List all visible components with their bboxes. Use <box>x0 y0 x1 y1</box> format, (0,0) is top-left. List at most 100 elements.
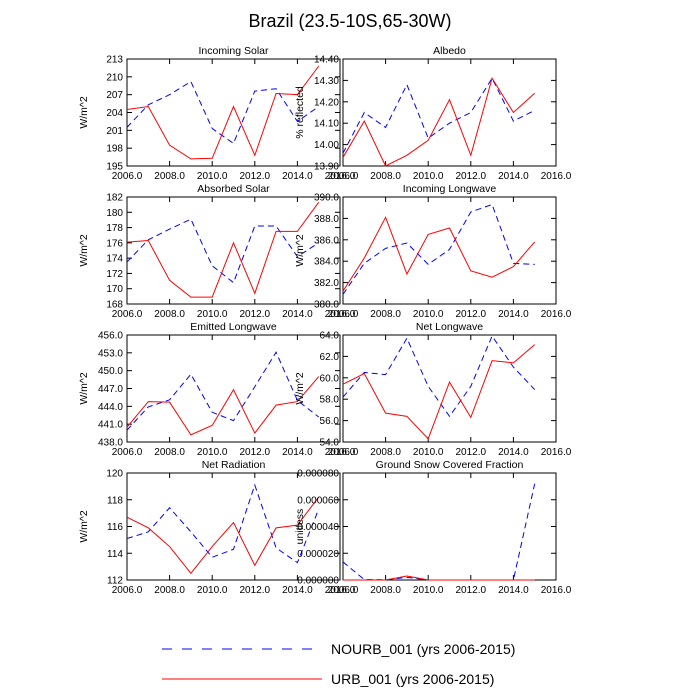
y-tick-label: 116 <box>107 522 123 533</box>
x-tick-label: 2010.0 <box>413 585 444 596</box>
x-tick-label: 2010.0 <box>197 447 228 458</box>
x-tick-label: 2006.0 <box>328 171 359 182</box>
x-tick-label: 2010.0 <box>413 171 444 182</box>
series-line-nourb <box>126 218 319 284</box>
y-tick-label: 14.30 <box>314 76 339 87</box>
panel-title: Incoming Solar <box>198 45 269 57</box>
x-tick-label: 2010.0 <box>413 309 444 320</box>
series-line-urb <box>126 496 320 575</box>
x-tick-label: 2016.0 <box>541 447 572 458</box>
x-tick-label: 2012.0 <box>240 585 271 596</box>
y-tick-label: 438.0 <box>98 438 123 449</box>
y-tick-label: 60.0 <box>320 373 340 384</box>
y-tick-label: 56.0 <box>320 416 340 427</box>
x-tick-label: 2008.0 <box>370 585 401 596</box>
y-axis-label: W/m^2 <box>78 234 90 267</box>
x-tick-label: 2006.0 <box>328 585 359 596</box>
x-tick-label: 2016.0 <box>325 447 356 458</box>
y-tick-label: 14.40 <box>314 55 339 66</box>
plot-frame <box>126 58 341 167</box>
y-tick-label: 195 <box>106 162 123 173</box>
y-tick-label: 453.0 <box>98 348 123 359</box>
x-tick-label: 2016.0 <box>325 585 356 596</box>
y-tick-label: 178 <box>106 223 123 234</box>
y-tick-label: 386.0 <box>314 235 339 246</box>
y-tick-label: 114 <box>107 549 123 560</box>
legend-label-urb: URB_001 (yrs 2006-2015) <box>331 671 494 687</box>
panel-3: Absorbed Solar W/m^2 2006.0 2008.0 2010.0 201… <box>78 183 356 320</box>
x-tick-label: 2008.0 <box>370 171 401 182</box>
y-tick-label: 0.000020 <box>297 549 339 560</box>
y-axis-label: W/m^2 <box>294 372 306 405</box>
panel-1: Incoming Solar W/m^2 2006.0 2008.0 2010.0 201… <box>78 45 356 182</box>
y-tick-label: 170 <box>106 284 123 295</box>
y-tick-label: 118 <box>107 495 123 506</box>
y-tick-label: 382.0 <box>314 278 339 289</box>
x-tick-label: 2012.0 <box>456 447 487 458</box>
panel-title: Incoming Longwave <box>403 183 497 195</box>
y-tick-label: 112 <box>107 576 123 587</box>
y-axis-label: W/m^2 <box>294 234 306 267</box>
y-tick-label: 444.0 <box>98 402 123 413</box>
y-tick-label: 14.00 <box>314 140 339 151</box>
x-tick-label: 2010.0 <box>197 309 228 320</box>
x-tick-label: 2012.0 <box>456 171 487 182</box>
panel-7: Net Radiation W/m^2 2006.0 2008.0 2010.0 2012… <box>78 459 356 596</box>
y-tick-label: 176 <box>106 238 123 249</box>
x-tick-label: 2008.0 <box>154 447 185 458</box>
y-tick-label: 0.000080 <box>297 469 339 480</box>
series-line-nourb <box>342 335 536 418</box>
y-tick-label: 58.0 <box>320 395 340 406</box>
y-tick-label: 120 <box>106 469 123 480</box>
y-tick-label: 447.0 <box>98 384 123 395</box>
panel-title: Net Radiation <box>202 459 266 471</box>
y-tick-label: 201 <box>106 126 123 137</box>
series-line-urb <box>126 376 320 436</box>
y-tick-label: 54.0 <box>320 438 340 449</box>
series-line-urb <box>342 216 536 292</box>
x-tick-label: 2014.0 <box>282 309 313 320</box>
x-tick-label: 2012.0 <box>456 585 487 596</box>
y-tick-label: 182 <box>106 193 123 204</box>
x-tick-label: 2016.0 <box>325 171 356 182</box>
y-tick-label: 0.000000 <box>297 576 339 587</box>
y-axis-label: W/m^2 <box>78 96 90 129</box>
series-line-nourb <box>342 483 536 581</box>
x-tick-label: 2012.0 <box>240 447 271 458</box>
series-line-nourb <box>126 80 319 145</box>
panel-2: Albedo % reflected 2006.0 2008.0 2010.0 2012.… <box>294 45 572 182</box>
panel-title: Albedo <box>433 45 466 57</box>
plot-frame <box>342 196 557 305</box>
x-tick-label: 2008.0 <box>370 447 401 458</box>
panel-title: Ground Snow Covered Fraction <box>376 459 524 471</box>
series-line-urb <box>342 77 536 167</box>
x-tick-label: 2012.0 <box>240 309 271 320</box>
panel-8: Ground Snow Covered Fraction unitless 2006… <box>294 459 572 596</box>
y-axis-label: W/m^2 <box>78 372 90 405</box>
plot-frame <box>342 472 557 581</box>
y-tick-label: 180 <box>106 208 123 219</box>
x-tick-label: 2008.0 <box>154 309 185 320</box>
y-tick-label: 0.000040 <box>297 522 339 533</box>
y-tick-label: 64.0 <box>320 331 340 342</box>
x-tick-label: 2012.0 <box>456 309 487 320</box>
legend: NOURB_001 (yrs 2006-2015) URB_001 (yrs 2… <box>162 641 515 687</box>
y-tick-label: 456.0 <box>98 331 123 342</box>
x-tick-label: 2016.0 <box>325 309 356 320</box>
y-tick-label: 213 <box>106 55 123 66</box>
y-axis-label: W/m^2 <box>78 510 90 543</box>
y-tick-label: 384.0 <box>314 257 339 268</box>
series-line-nourb <box>342 203 535 295</box>
y-tick-label: 172 <box>106 269 123 280</box>
y-tick-label: 450.0 <box>98 366 123 377</box>
panel-5: Emitted Longwave W/m^2 2006.0 2008.0 2010.0 2… <box>78 321 356 458</box>
y-tick-label: 14.20 <box>314 97 339 108</box>
x-tick-label: 2014.0 <box>282 447 313 458</box>
x-tick-label: 2014.0 <box>498 447 529 458</box>
y-tick-label: 390.0 <box>314 193 339 204</box>
x-tick-label: 2010.0 <box>413 447 444 458</box>
y-tick-label: 210 <box>106 72 123 83</box>
x-tick-label: 2010.0 <box>197 585 228 596</box>
panel-title: Absorbed Solar <box>197 183 270 195</box>
